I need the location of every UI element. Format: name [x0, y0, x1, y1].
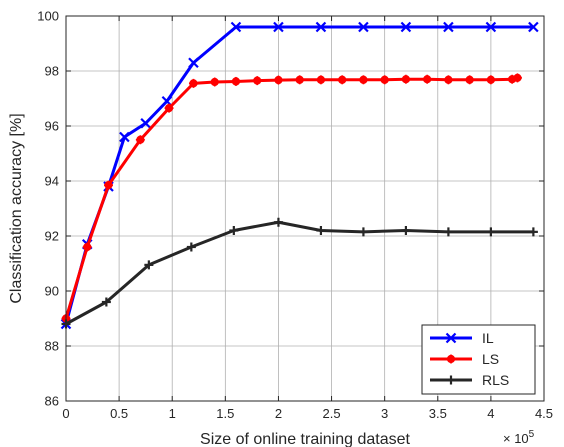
legend: IL LS RLS: [421, 324, 536, 395]
legend-item-ls: LS: [430, 351, 499, 367]
data-point-ls: [103, 180, 113, 190]
data-point-rls: [229, 226, 239, 235]
y-tick-label: 94: [45, 174, 59, 189]
legend-item-rls: RLS: [430, 372, 509, 388]
x-tick-label: 0.5: [110, 406, 128, 421]
x-tick-label: 3: [381, 406, 388, 421]
data-point-ls: [135, 135, 145, 145]
x-tick-label: 2.5: [323, 406, 341, 421]
y-axis-ticks: 86 88 90 92 94 96 98 100: [37, 9, 544, 409]
data-point-ls: [512, 73, 522, 83]
data-point-ls: [164, 103, 174, 113]
y-axis-label: Classification accuracy [%]: [8, 113, 25, 303]
legend-label-il: IL: [482, 330, 494, 346]
y-tick-label: 86: [45, 394, 59, 409]
data-point-il: [528, 21, 539, 33]
data-point-rls: [316, 226, 326, 235]
data-point-rls: [144, 260, 154, 270]
legend-marker-il: [445, 332, 457, 344]
data-point-ls: [486, 75, 496, 85]
data-point-ls: [188, 78, 198, 88]
marker-stroke: [188, 57, 199, 69]
legend-item-il: IL: [430, 330, 494, 346]
data-point-ls: [82, 242, 92, 252]
x-axis-exponent-base: × 10: [503, 431, 529, 446]
data-point-ls: [380, 75, 390, 85]
data-point-il: [230, 21, 242, 33]
legend-marker-ls: [446, 354, 456, 364]
x-tick-label: 3.5: [429, 406, 447, 421]
x-axis-exponent: × 105: [503, 429, 535, 446]
series-ls: [61, 73, 522, 323]
x-axis-label: Size of online training dataset: [200, 431, 410, 447]
data-point-ls: [443, 75, 453, 85]
y-tick-label: 96: [45, 119, 59, 134]
data-point-rls: [358, 227, 368, 237]
data-point-il: [140, 117, 151, 129]
data-point-rls: [528, 227, 538, 237]
marker-stroke: [315, 21, 327, 33]
x-tick-label: 1: [169, 406, 176, 421]
legend-label-ls: LS: [482, 351, 499, 367]
marker-stroke: [400, 21, 412, 33]
data-point-il: [443, 21, 454, 33]
x-axis-exponent-power: 5: [529, 429, 535, 440]
x-tick-label: 1.5: [216, 406, 234, 421]
data-point-rls: [401, 226, 411, 235]
x-tick-label: 0: [62, 406, 69, 421]
y-tick-label: 92: [45, 229, 59, 244]
marker-stroke: [230, 21, 242, 33]
data-point-il: [119, 131, 130, 143]
x-tick-label: 4.5: [535, 406, 553, 421]
data-point-rls: [186, 242, 196, 252]
y-tick-label: 98: [45, 64, 59, 79]
marker-stroke: [273, 21, 284, 33]
marker-stroke: [443, 21, 454, 33]
data-point-ls: [337, 75, 347, 85]
marker-stroke: [161, 95, 173, 107]
series-line-rls: [65, 220, 534, 326]
data-point-il: [273, 21, 284, 33]
y-tick-label: 100: [37, 9, 59, 24]
data-point-ls: [465, 75, 475, 85]
marker-stroke: [119, 131, 130, 143]
x-tick-label: 4: [487, 406, 494, 421]
data-point-il: [400, 21, 412, 33]
data-point-il: [188, 57, 199, 69]
data-point-ls: [422, 74, 432, 84]
legend-marker-rls: [446, 375, 456, 385]
data-point-ls: [295, 75, 305, 85]
data-point-ls: [401, 74, 411, 84]
y-tick-label: 88: [45, 339, 59, 354]
legend-label-rls: RLS: [482, 372, 509, 388]
data-point-ls: [358, 75, 368, 85]
data-point-rls: [443, 227, 453, 237]
data-point-il: [485, 21, 497, 33]
marker-stroke: [445, 332, 457, 344]
data-point-rls: [486, 227, 496, 237]
marker-stroke: [140, 117, 151, 129]
plot-frame: [65, 15, 545, 402]
x-tick-label: 2: [275, 406, 282, 421]
marker-stroke: [528, 21, 539, 33]
data-point-il: [358, 21, 369, 33]
series-line-ls: [64, 76, 518, 319]
marker-stroke: [485, 21, 497, 33]
data-point-ls: [252, 76, 262, 86]
marker-stroke: [358, 21, 369, 33]
y-tick-label: 90: [45, 284, 59, 299]
data-point-rls: [273, 217, 283, 227]
data-point-ls: [210, 77, 220, 87]
data-point-ls: [273, 75, 283, 85]
data-point-il: [315, 21, 327, 33]
series-rls: [61, 217, 538, 329]
series-layer: [60, 21, 539, 330]
data-point-ls: [231, 76, 241, 86]
data-point-rls: [101, 297, 111, 307]
data-point-ls: [316, 75, 326, 85]
x-axis-ticks: 0 0.5 1 1.5 2 2.5 3 3.5 4 4.5: [62, 16, 553, 421]
